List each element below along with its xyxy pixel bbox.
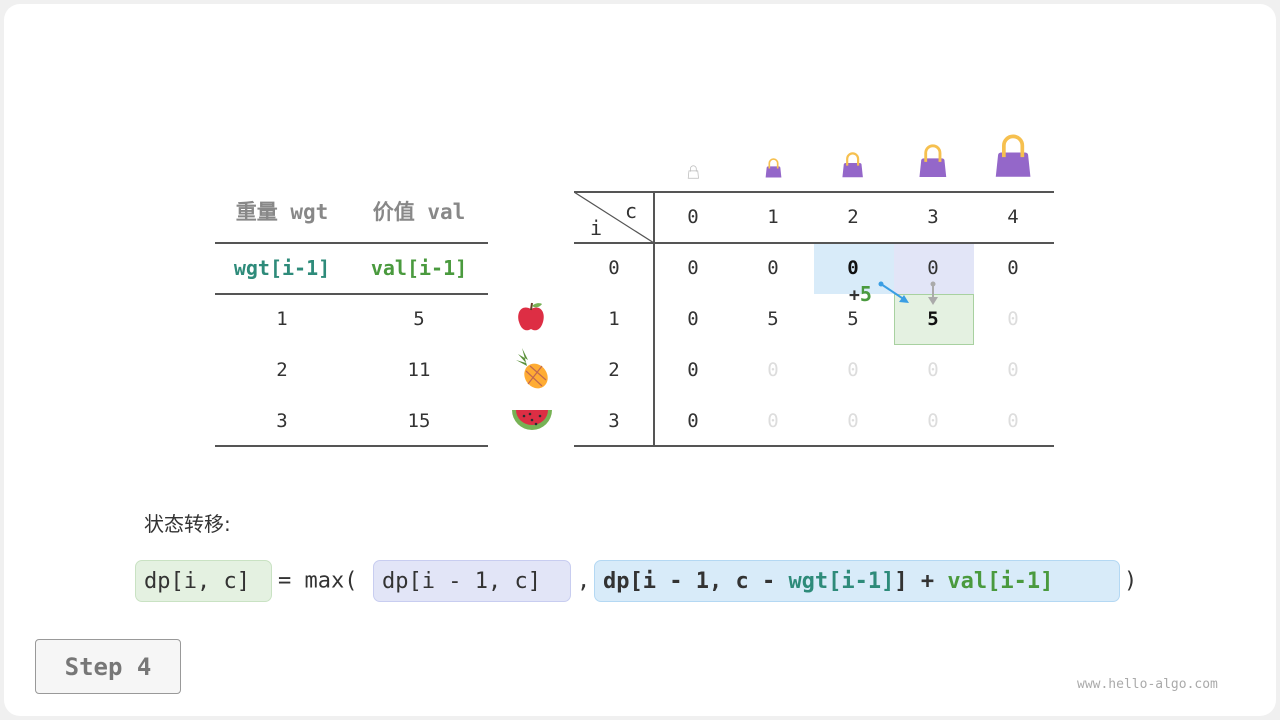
dp-cell: 5 [927, 308, 939, 330]
transition-label: 状态转移: [144, 512, 231, 536]
table-bottom-line [574, 445, 1054, 447]
opt2-val: val[i-1] [947, 568, 1054, 594]
bag-4-icon [990, 134, 1036, 182]
dp-cell: 0 [847, 257, 859, 279]
slide [4, 4, 1276, 716]
row-header: 3 [608, 410, 620, 432]
formula-close: ) [1124, 568, 1138, 594]
step-button[interactable]: Step 4 [35, 639, 181, 694]
bag-2-icon [839, 152, 866, 182]
corner-i: i [589, 216, 603, 240]
bag-3-icon [915, 144, 951, 182]
dp-cell: 0 [1007, 359, 1019, 381]
row-header: 0 [608, 257, 620, 279]
dp-cell: 0 [687, 410, 699, 432]
dp-cell: 5 [767, 308, 779, 330]
subheader-val: val[i-1] [370, 256, 468, 280]
watermelon-icon [512, 410, 552, 430]
bag-1-icon [763, 158, 784, 182]
apple-icon [518, 302, 544, 331]
empty-bag-icon [686, 164, 701, 183]
table-header-line [574, 242, 1054, 244]
pineapple-icon [516, 348, 548, 389]
formula-option1: dp[i - 1, c] [373, 560, 571, 602]
formula-comma: , [577, 568, 591, 594]
divider [215, 242, 488, 244]
dp-cell: 0 [1007, 308, 1019, 330]
dp-cell: 0 [687, 308, 699, 330]
divider [215, 445, 488, 447]
item-value: 5 [413, 308, 425, 330]
arrow-down-icon [928, 297, 938, 305]
header-weight: 重量 wgt [235, 200, 329, 224]
dp-cell: 0 [847, 359, 859, 381]
dp-cell: 0 [767, 410, 779, 432]
opt2-part: dp[i - 1, c - [603, 568, 789, 594]
table-vertical-line [653, 192, 655, 446]
opt2-wgt: wgt[i-1] [788, 568, 895, 594]
dp-cell: 0 [767, 359, 779, 381]
formula-lhs: dp[i, c] [135, 560, 272, 602]
transition-arrows [878, 281, 938, 305]
watermark: www.hello-algo.com [1077, 677, 1218, 692]
col-header: 0 [687, 206, 699, 228]
row-header: 2 [608, 359, 620, 381]
col-header: 3 [927, 206, 939, 228]
formula-eq: = max( [278, 568, 358, 594]
col-header: 1 [767, 206, 779, 228]
dp-cell: 0 [847, 410, 859, 432]
dp-cell: 0 [767, 257, 779, 279]
corner-c: c [624, 199, 638, 223]
header-value: 价值 val [372, 200, 466, 224]
item-value: 15 [407, 410, 431, 432]
item-weight: 3 [276, 410, 288, 432]
table-top-line [574, 191, 1054, 193]
item-weight: 1 [276, 308, 288, 330]
arrow-diagonal-icon [899, 295, 909, 303]
subheader-wgt: wgt[i-1] [233, 256, 331, 280]
corner-diagonal [574, 192, 654, 244]
dp-cell: 0 [687, 257, 699, 279]
plus-sign: + [849, 285, 860, 306]
col-header: 4 [1007, 206, 1019, 228]
item-value: 11 [407, 359, 431, 381]
dp-cell: 0 [687, 359, 699, 381]
dp-cell: 5 [847, 308, 859, 330]
plus-value-label: +5 [849, 282, 872, 306]
plus-value: 5 [859, 282, 872, 306]
row-header: 1 [608, 308, 620, 330]
dp-cell: 0 [927, 410, 939, 432]
formula-option2: dp[i - 1, c - wgt[i-1]] + val[i-1] [594, 560, 1120, 602]
dp-cell: 0 [927, 257, 939, 279]
opt2-part: ] + [894, 568, 948, 594]
item-weight: 2 [276, 359, 288, 381]
dp-cell: 0 [1007, 257, 1019, 279]
divider [215, 293, 488, 295]
dp-cell: 0 [1007, 410, 1019, 432]
col-header: 2 [847, 206, 859, 228]
dp-cell: 0 [927, 359, 939, 381]
